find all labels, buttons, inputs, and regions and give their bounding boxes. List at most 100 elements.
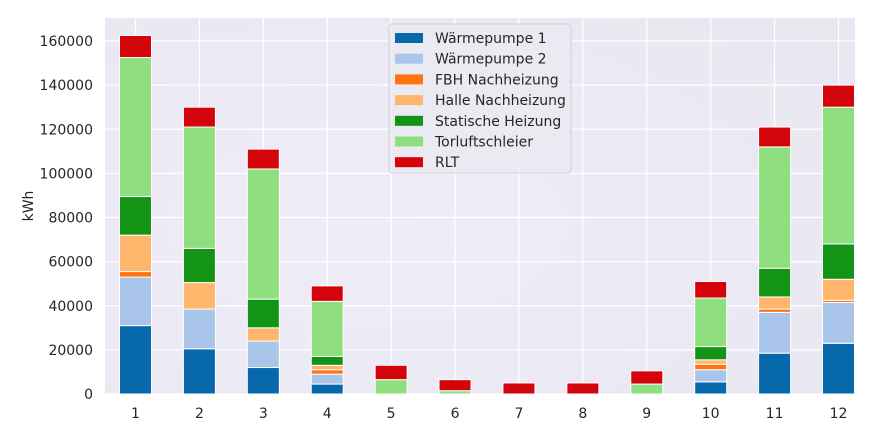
bar-stack-month-9 — [630, 370, 664, 395]
legend-label: Wärmepumpe 2 — [435, 52, 547, 68]
bar-segment — [310, 285, 344, 302]
bar-segment — [182, 308, 216, 350]
bar-segment — [182, 282, 216, 310]
bar-stack-month-2 — [182, 106, 216, 395]
y-tick-label: 120000 — [40, 122, 93, 138]
y-tick-label: 140000 — [40, 78, 93, 94]
bar-stack-month-3 — [246, 148, 280, 395]
x-tick-label: 10 — [702, 406, 720, 422]
bar-segment — [822, 342, 855, 395]
legend-label: FBH Nachheizung — [435, 72, 559, 88]
bar-segment — [119, 196, 152, 236]
bar-segment — [246, 340, 280, 369]
bar-stack-month-10 — [694, 280, 728, 395]
x-tick-label: 4 — [323, 406, 332, 422]
bar-stack-month-11 — [758, 126, 792, 395]
x-tick-label: 7 — [514, 406, 523, 422]
bar-segment — [758, 296, 792, 310]
bar-segment — [119, 325, 152, 395]
bar-segment — [310, 364, 344, 371]
bar-segment — [119, 271, 152, 278]
bar-segment — [630, 370, 664, 385]
legend-label: RLT — [435, 155, 460, 171]
legend-label: Statische Heizung — [435, 114, 561, 130]
legend-item: Torluftschleier — [395, 135, 533, 151]
legend-item: Wärmepumpe 1 — [395, 31, 547, 47]
legend-swatch — [395, 95, 423, 106]
legend-item: Wärmepumpe 2 — [395, 52, 547, 68]
y-axis-ticks: 0 20000 40000 60000 80000 100000 120000 140000 1… — [40, 34, 93, 403]
bar-segment — [119, 34, 152, 59]
legend-item: Halle Nachheizung — [395, 93, 566, 109]
bar-segment — [310, 383, 344, 395]
bar-segment — [758, 267, 792, 298]
y-tick-label: 100000 — [40, 166, 93, 182]
bar-segment — [822, 84, 855, 108]
legend-swatch — [395, 33, 423, 43]
y-tick-label: 40000 — [48, 299, 93, 315]
bar-stack-month-1 — [119, 34, 152, 395]
bar-segment — [310, 373, 344, 385]
bar-segment — [694, 359, 728, 365]
x-tick-label: 2 — [195, 406, 204, 422]
bar-segment — [566, 382, 600, 395]
bar-segment — [182, 126, 216, 249]
bar-segment — [758, 126, 792, 148]
legend-item: RLT — [395, 155, 460, 171]
y-tick-label: 160000 — [40, 34, 93, 50]
bar-segment — [246, 298, 280, 329]
bar-stack-month-12 — [822, 84, 855, 395]
y-tick-label: 60000 — [48, 255, 93, 271]
bar-segment — [758, 352, 792, 395]
legend-box — [388, 23, 572, 174]
bar-segment — [246, 367, 280, 395]
legend-swatch — [395, 157, 423, 168]
bar-segment — [246, 168, 280, 300]
bar-stack-month-6 — [438, 379, 472, 395]
y-tick-label: 0 — [84, 387, 93, 403]
legend-label: Wärmepumpe 1 — [435, 31, 547, 47]
x-tick-label: 3 — [259, 406, 268, 422]
bar-segment — [438, 379, 472, 392]
bar-segment — [822, 243, 855, 280]
x-tick-label: 9 — [642, 406, 651, 422]
legend: Wärmepumpe 1 Wärmepumpe 2 FBH Nachheizung H… — [388, 23, 572, 174]
bar-segment — [822, 301, 855, 344]
x-tick-label: 8 — [578, 406, 587, 422]
legend-swatch — [395, 115, 423, 126]
bar-segment — [182, 247, 216, 284]
legend-label: Torluftschleier — [434, 135, 533, 151]
legend-swatch — [395, 74, 423, 85]
x-tick-label: 11 — [766, 406, 784, 422]
bar-segment — [119, 234, 152, 273]
bar-segment — [694, 297, 728, 348]
bar-stack-month-4 — [310, 285, 344, 395]
legend-swatch — [395, 53, 423, 64]
legend-item: FBH Nachheizung — [395, 72, 559, 88]
x-tick-label: 5 — [387, 406, 396, 422]
bar-segment — [310, 369, 344, 375]
legend-swatch — [395, 136, 423, 147]
bar-segment — [119, 276, 152, 327]
bar-segment — [502, 382, 536, 395]
bar-segment — [182, 106, 216, 128]
bar-segment — [694, 280, 728, 299]
bar-segment — [694, 381, 728, 395]
bar-segment — [246, 327, 280, 342]
bar-segment — [694, 363, 728, 371]
bar-stack-month-5 — [374, 364, 408, 395]
bar-segment — [694, 369, 728, 383]
x-tick-label: 1 — [131, 406, 140, 422]
bar-segment — [310, 300, 344, 357]
x-tick-label: 6 — [451, 406, 460, 422]
bar-stack-month-8 — [566, 382, 600, 395]
x-axis-ticks: 1 2 3 4 5 6 7 8 9 10 11 12 — [131, 406, 847, 422]
y-axis-label: kWh — [21, 191, 37, 222]
bar-segment — [310, 355, 344, 366]
bar-segment — [758, 146, 792, 269]
y-tick-label: 80000 — [48, 211, 93, 227]
legend-label: Halle Nachheizung — [435, 93, 566, 109]
bar-stack-month-7 — [502, 382, 536, 395]
bar-segment — [758, 311, 792, 354]
